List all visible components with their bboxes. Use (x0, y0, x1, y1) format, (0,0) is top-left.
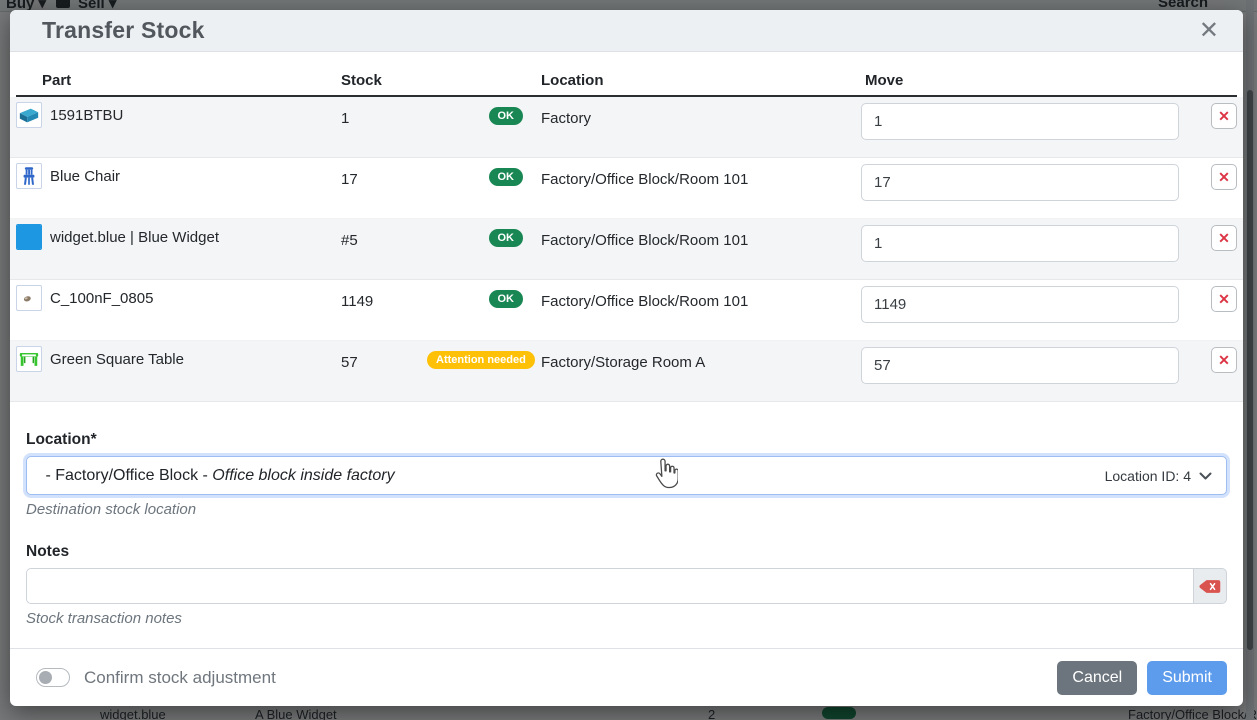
table-row: Blue Chair 17 OK Factory/Office Block/Ro… (10, 158, 1243, 219)
chevron-down-icon (1199, 472, 1212, 479)
clear-notes-button[interactable] (1193, 568, 1227, 604)
table-row: C_100nF_0805 1149 OK Factory/Office Bloc… (10, 280, 1243, 341)
remove-row-button[interactable]: ✕ (1211, 164, 1237, 190)
column-header-location: Location (541, 72, 604, 89)
remove-row-button[interactable]: ✕ (1211, 103, 1237, 129)
notes-input[interactable] (26, 568, 1193, 604)
move-quantity-input[interactable] (861, 225, 1179, 262)
notes-label: Notes (26, 543, 70, 560)
stock-quantity: #5 (341, 232, 358, 249)
location-value: - Factory/Office Block - (41, 466, 213, 484)
stock-location: Factory/Storage Room A (541, 354, 706, 371)
enclosure-thumb (16, 102, 42, 128)
close-icon[interactable]: ✕ (1198, 16, 1219, 44)
stock-location: Factory/Office Block/Room 101 (541, 293, 749, 310)
stock-location: Factory (541, 110, 592, 127)
stock-quantity: 1 (341, 110, 350, 127)
modal-title: Transfer Stock (42, 17, 205, 43)
confirm-toggle-label: Confirm stock adjustment (84, 667, 276, 687)
part-name[interactable]: Blue Chair (50, 168, 121, 185)
status-badge: OK (488, 290, 523, 308)
location-id-label: Location ID: 4 (1104, 467, 1191, 484)
remove-row-button[interactable]: ✕ (1211, 286, 1237, 312)
status-badge: Attention needed (427, 351, 535, 369)
status-badge: OK (488, 107, 523, 125)
form-section: Location* - Factory/Office Block - Offic… (10, 402, 1243, 627)
column-header-stock: Stock (341, 72, 382, 89)
transfer-stock-modal: Transfer Stock ✕ Part Stock Location Mov… (10, 10, 1243, 706)
part-name[interactable]: 1591BTBU (50, 107, 124, 124)
location-label: Location* (26, 431, 97, 448)
status-badge: OK (488, 229, 523, 247)
backspace-icon (1199, 579, 1221, 593)
remove-row-button[interactable]: ✕ (1211, 225, 1237, 251)
part-name[interactable]: C_100nF_0805 (50, 290, 154, 307)
stock-quantity: 57 (341, 354, 358, 371)
location-select[interactable]: - Factory/Office Block - Office block in… (26, 456, 1227, 495)
location-help-text: Destination stock location (26, 501, 197, 518)
stock-location: Factory/Office Block/Room 101 (541, 232, 749, 249)
part-name[interactable]: Green Square Table (50, 351, 184, 368)
remove-row-button[interactable]: ✕ (1211, 347, 1237, 373)
column-header-part: Part (42, 72, 72, 89)
blue-square-thumb (16, 224, 42, 250)
toggle-knob (39, 671, 52, 684)
stock-quantity: 17 (341, 171, 358, 188)
status-badge: OK (488, 168, 523, 186)
table-thumb (16, 346, 42, 372)
capacitor-thumb (16, 285, 42, 311)
table-row: widget.blue | Blue Widget #5 OK Factory/… (10, 219, 1243, 280)
column-header-move: Move (865, 72, 904, 89)
location-description: Office block inside factory (212, 466, 395, 484)
move-quantity-input[interactable] (861, 164, 1179, 201)
notes-help-text: Stock transaction notes (26, 610, 182, 627)
confirm-toggle[interactable] (36, 668, 70, 687)
move-quantity-input[interactable] (861, 347, 1179, 384)
submit-button[interactable]: Submit (1147, 660, 1227, 695)
move-quantity-input[interactable] (861, 103, 1179, 140)
stock-location: Factory/Office Block/Room 101 (541, 171, 749, 188)
table-header-row: Part Stock Location Move (10, 52, 1243, 97)
part-name[interactable]: widget.blue | Blue Widget (50, 229, 219, 246)
table-row: 1591BTBU 1 OK Factory ✕ (10, 97, 1243, 158)
modal-footer: Confirm stock adjustment Cancel Submit (10, 648, 1243, 706)
header-divider (16, 95, 1237, 97)
modal-header: Transfer Stock ✕ (10, 10, 1243, 52)
chair-thumb (16, 163, 42, 189)
move-quantity-input[interactable] (861, 286, 1179, 323)
table-row: Green Square Table 57 Attention needed F… (10, 341, 1243, 402)
cancel-button[interactable]: Cancel (1057, 660, 1138, 695)
stock-quantity: 1149 (341, 293, 374, 310)
